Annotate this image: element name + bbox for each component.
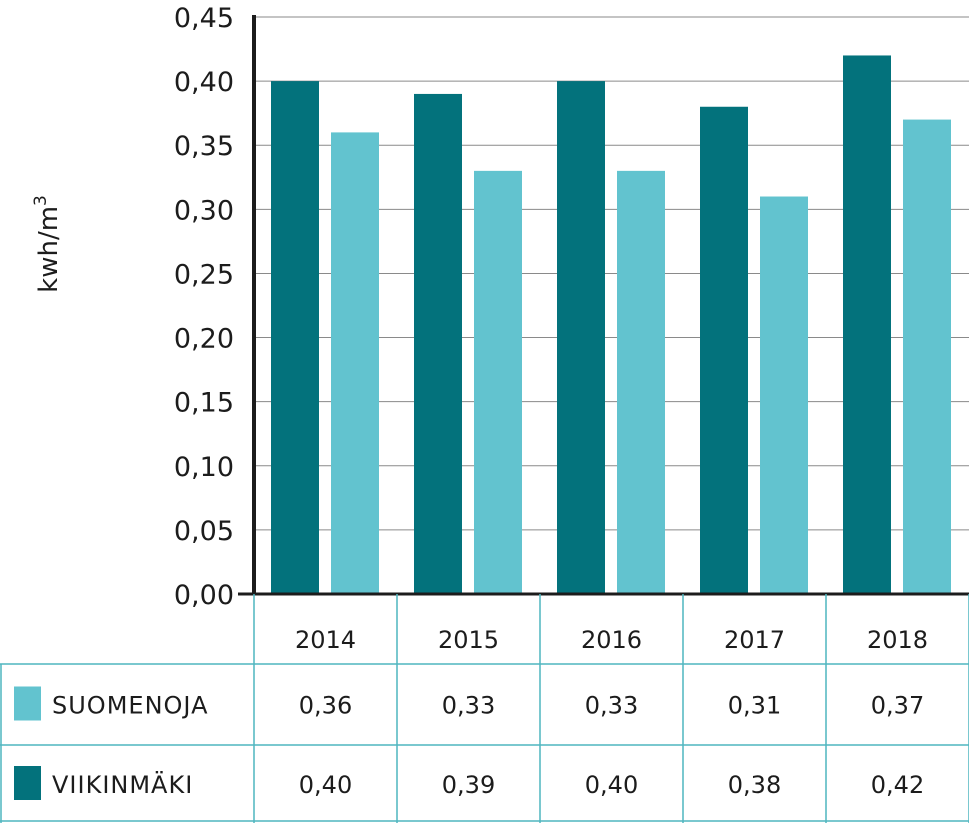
category-label: 2014 [295, 626, 356, 654]
y-tick-label: 0,45 [174, 3, 234, 34]
y-tick-label: 0,15 [174, 388, 234, 419]
data-label: 0,42 [871, 771, 924, 799]
y-tick-labels: 0,00 0,05 0,10 0,15 0,20 0,25 0,30 0,35 0,40 0,45 [174, 3, 234, 611]
data-table: 2014 2015 2016 2017 2018 SUOMENOJA 0,36 0,33 0,3… [0, 594, 969, 823]
y-tick-label: 0,10 [174, 452, 234, 483]
y-tick-label: 0,30 [174, 195, 234, 226]
data-label: 0,40 [585, 771, 638, 799]
bar-suomenoja-2014 [331, 132, 379, 594]
data-label: 0,36 [299, 692, 352, 720]
legend-swatch-viikinmäki [14, 766, 41, 800]
legend-label: SUOMENOJA [52, 692, 208, 720]
data-label: 0,31 [728, 692, 781, 720]
data-label: 0,37 [871, 692, 924, 720]
category-label: 2015 [438, 626, 499, 654]
axes [238, 15, 969, 596]
bars [271, 55, 951, 595]
y-tick-label: 0,35 [174, 131, 234, 162]
bar-viikinmäki-2017 [700, 106, 748, 594]
bar-viikinmäki-2014 [271, 81, 319, 595]
data-label: 0,39 [442, 771, 495, 799]
bar-suomenoja-2018 [903, 119, 951, 595]
data-label: 0,33 [442, 692, 495, 720]
legend-swatch-suomenoja [14, 686, 41, 721]
y-tick-label: 0,25 [174, 259, 234, 290]
bar-suomenoja-2017 [760, 196, 808, 594]
y-tick-label: 0,40 [174, 67, 234, 98]
data-label: 0,40 [299, 771, 352, 799]
category-label: 2017 [724, 626, 785, 654]
y-axis-label: kwh/m3 [31, 195, 64, 293]
legend-label: VIIKINMÄKI [52, 770, 193, 799]
y-tick-label: 0,00 [174, 580, 234, 611]
bar-suomenoja-2015 [474, 170, 522, 594]
category-label: 2018 [867, 626, 928, 654]
bar-viikinmäki-2015 [414, 93, 462, 594]
data-label: 0,33 [585, 692, 638, 720]
bar-viikinmäki-2018 [843, 55, 891, 594]
bar-suomenoja-2016 [617, 170, 665, 594]
category-label: 2016 [581, 626, 642, 654]
y-tick-label: 0,20 [174, 324, 234, 355]
bar-viikinmäki-2016 [557, 81, 605, 595]
y-tick-label: 0,05 [174, 516, 234, 547]
data-label: 0,38 [728, 771, 781, 799]
